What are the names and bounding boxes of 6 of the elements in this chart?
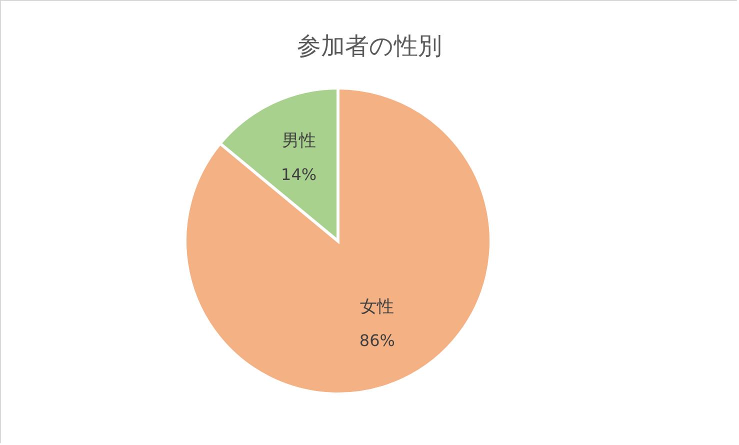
slice-label: 女性 — [360, 297, 394, 318]
chart-title: 参加者の性別 — [297, 32, 442, 60]
slice-label: 男性 — [282, 130, 316, 151]
data-label: 86% — [359, 331, 395, 350]
data-label: 14% — [281, 164, 317, 184]
pie-slice — [184, 86, 492, 396]
